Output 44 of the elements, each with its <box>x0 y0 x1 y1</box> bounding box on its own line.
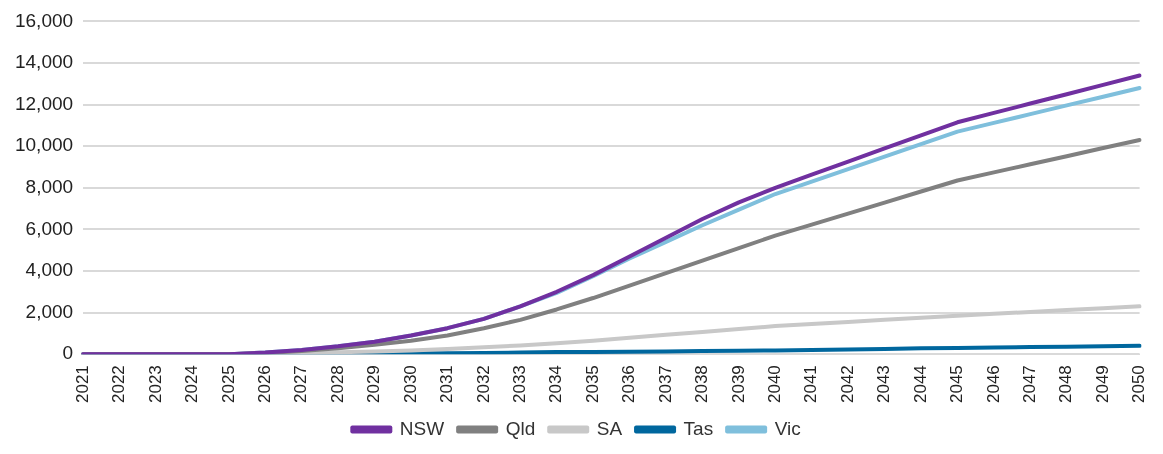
y-tick-label: 10,000 <box>14 134 74 156</box>
x-tick-label: 2043 <box>874 365 894 404</box>
x-tick-label: 2021 <box>72 365 92 404</box>
y-tick-label: 0 <box>62 342 74 364</box>
y-tick-label: 8,000 <box>25 176 74 198</box>
y-tick-label: 16,000 <box>14 9 74 31</box>
x-tick-label: 2042 <box>837 365 857 404</box>
x-tick-label: 2027 <box>291 365 311 404</box>
y-tick-label: 2,000 <box>25 300 74 322</box>
x-tick-label: 2046 <box>983 365 1003 404</box>
legend-label: Vic <box>774 417 801 439</box>
x-tick-label: 2030 <box>400 365 420 404</box>
x-tick-label: 2022 <box>109 365 129 404</box>
legend-label: Qld <box>505 417 536 439</box>
y-tick-label: 6,000 <box>25 217 74 239</box>
x-tick-label: 2025 <box>218 365 238 404</box>
x-tick-label: 2028 <box>327 365 347 404</box>
legend-label: SA <box>596 417 623 439</box>
x-tick-label: 2045 <box>947 365 967 404</box>
y-tick-label: 14,000 <box>14 51 74 73</box>
x-tick-label: 2044 <box>910 365 930 404</box>
x-tick-label: 2041 <box>801 365 821 404</box>
x-tick-label: 2050 <box>1129 365 1149 404</box>
x-tick-label: 2031 <box>437 365 457 404</box>
x-tick-label: 2035 <box>582 365 602 404</box>
x-tick-label: 2036 <box>619 365 639 404</box>
x-tick-label: 2049 <box>1092 365 1112 404</box>
x-tick-label: 2029 <box>364 365 384 404</box>
x-tick-label: 2047 <box>1020 365 1039 404</box>
legend-label: Tas <box>683 417 714 439</box>
x-tick-label: 2026 <box>254 365 274 404</box>
x-tick-label: 2024 <box>182 365 202 404</box>
x-tick-label: 2040 <box>764 365 784 404</box>
x-tick-label: 2034 <box>546 365 566 404</box>
x-tick-label: 2023 <box>145 365 165 404</box>
x-tick-label: 2032 <box>473 365 493 404</box>
x-tick-label: 2038 <box>692 365 712 404</box>
x-tick-label: 2033 <box>509 365 529 404</box>
y-tick-label: 12,000 <box>14 92 74 114</box>
legend-label: NSW <box>399 417 445 439</box>
x-tick-label: 2037 <box>655 365 675 404</box>
y-tick-label: 4,000 <box>25 259 74 281</box>
x-tick-label: 2039 <box>728 365 748 404</box>
x-tick-label: 2048 <box>1056 365 1076 404</box>
